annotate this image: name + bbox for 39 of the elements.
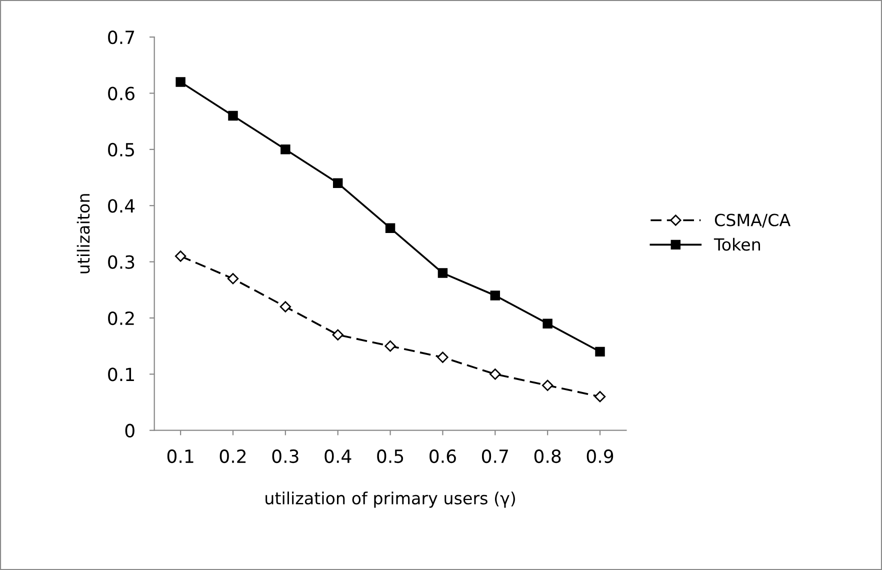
point: [176, 77, 186, 87]
point: [594, 391, 606, 402]
x-tick-label: 0.9: [586, 449, 614, 464]
point: [384, 340, 396, 352]
y-tick-label: 0.6: [108, 86, 134, 100]
point: [227, 273, 239, 284]
y-tick-label: 0.5: [108, 142, 134, 157]
point: [174, 250, 186, 262]
point: [228, 110, 238, 121]
x-tick-label: 0.5: [377, 449, 404, 464]
point: [332, 329, 344, 340]
point: [280, 301, 292, 312]
point: [595, 346, 605, 357]
y-tick-label: 0.2: [108, 311, 134, 326]
point: [490, 290, 500, 300]
x-tick-label: 0.7: [482, 449, 508, 464]
x-tick-label: 0.4: [324, 449, 352, 464]
point: [385, 223, 396, 233]
x-tick-label: 0.6: [430, 449, 456, 464]
legend-label: Token: [714, 238, 760, 251]
y-axis-title: utilizaiton: [76, 194, 90, 274]
point: [490, 368, 501, 380]
y-tick-label: 0.1: [108, 368, 134, 382]
y-tick-label: 0.3: [108, 255, 134, 269]
point: [280, 144, 290, 154]
point: [332, 178, 343, 188]
x-tick-label: 0.2: [220, 449, 246, 464]
point: [542, 380, 554, 392]
y-tick-label: 0: [125, 424, 134, 438]
x-tick-label: 0.1: [167, 449, 194, 464]
y-tick-label: 0.4: [108, 199, 135, 213]
y-tick-label: 0.7: [108, 30, 134, 44]
x-axis-title: utilization of primary users (γ): [266, 492, 515, 508]
point: [542, 318, 552, 328]
x-tick-label: 0.3: [272, 449, 298, 464]
point: [437, 352, 448, 363]
x-tick-label: 0.8: [534, 449, 561, 464]
legend-label: CSMA/CA: [714, 214, 791, 228]
point: [438, 268, 448, 278]
